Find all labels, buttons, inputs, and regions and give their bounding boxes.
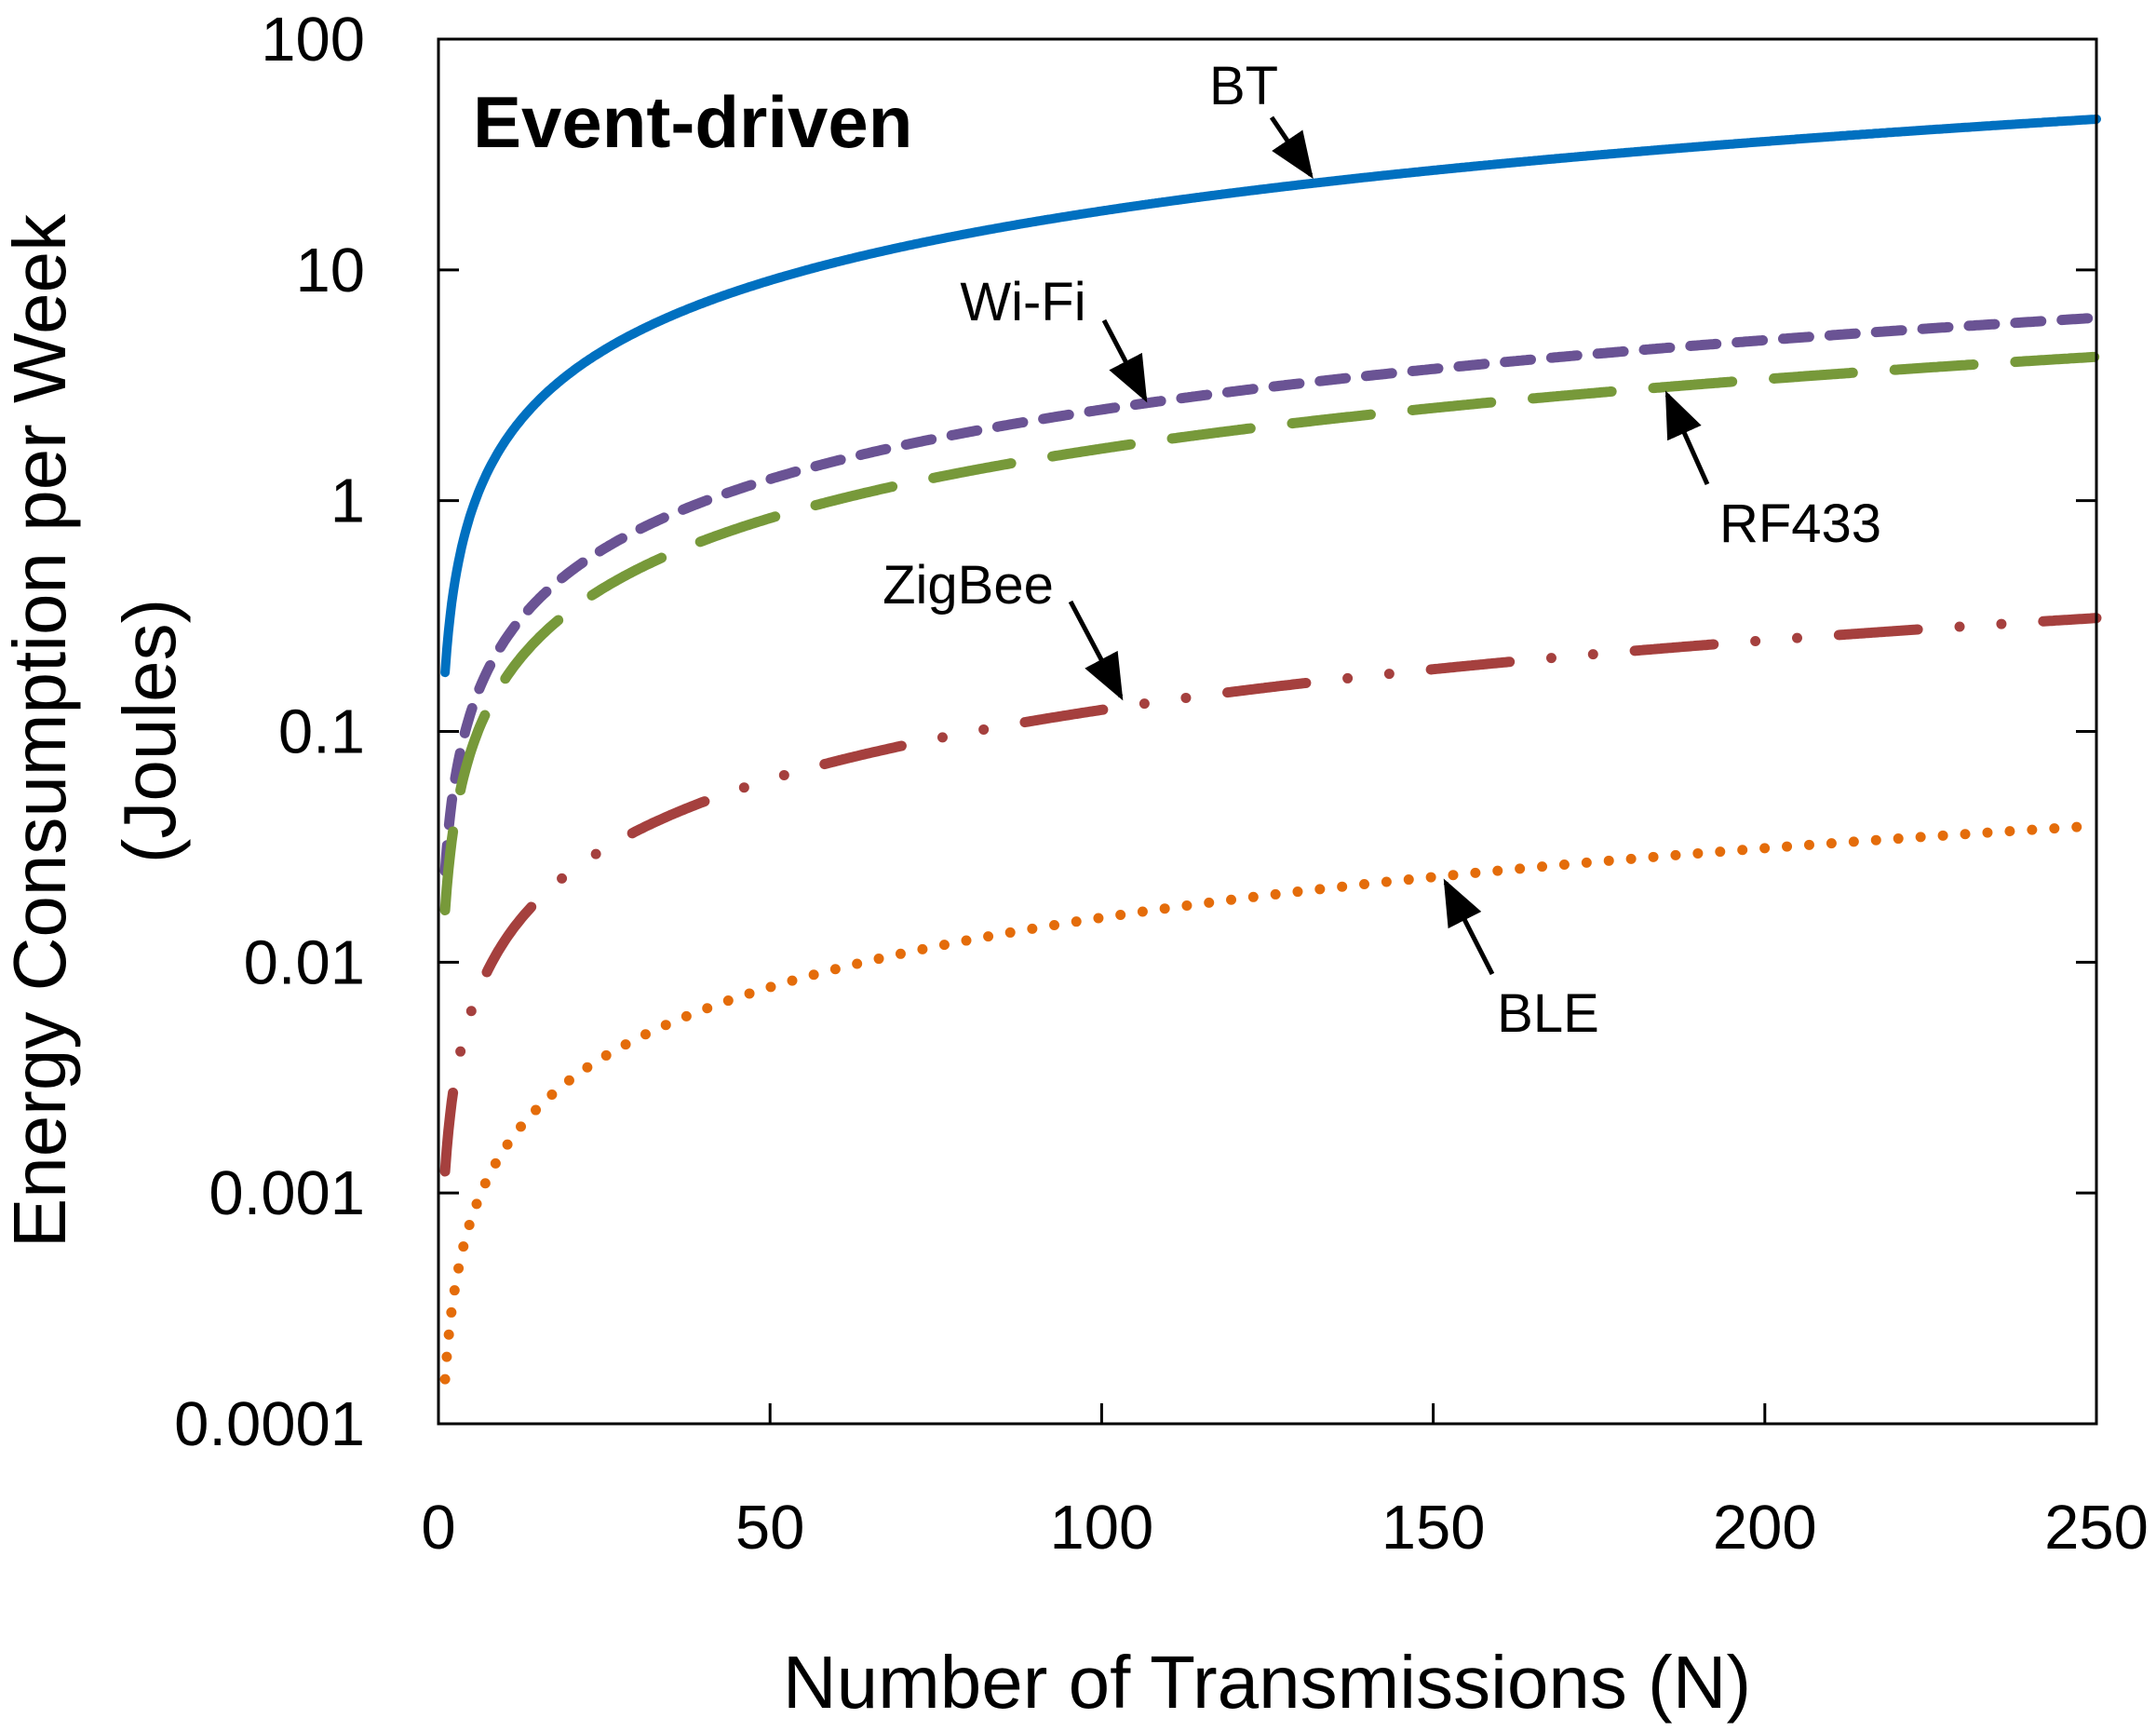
plot-frame [437, 37, 2098, 1426]
y-tick-label: 10 [295, 236, 365, 305]
series-rf433 [439, 351, 2102, 915]
y-tick-label: 0.0001 [174, 1389, 365, 1459]
arrow-rf433 [1664, 390, 1710, 486]
x-tick-label: 200 [1713, 1493, 1817, 1563]
arrow-ble [1443, 878, 1495, 976]
y-tick-label: 0.001 [209, 1158, 365, 1228]
series-wifi [439, 312, 2102, 877]
y-axis-title-line2: (Joules) [108, 599, 191, 864]
series-layer [439, 114, 2102, 1385]
x-tick-label: 0 [421, 1493, 455, 1563]
arrow-bt [1269, 115, 1314, 180]
annotation-wifi: Wi-Fi [960, 272, 1085, 332]
x-tick-label: 250 [2044, 1493, 2149, 1563]
y-tick-label: 0.1 [278, 697, 365, 767]
ticks-layer: 0 50 100 150 200 250 0.0001 0.001 0.01 0.1 1 10 100 [174, 5, 2149, 1563]
y-tick-label: 100 [261, 5, 365, 74]
chart-title: Event-driven [473, 81, 912, 163]
y-tick-label: 0.01 [244, 927, 365, 997]
annotation-ble: BLE [1497, 983, 1599, 1044]
series-bt [440, 114, 2101, 678]
annotation-rf433: RF433 [1719, 494, 1881, 554]
y-tick-label: 1 [330, 467, 365, 536]
y-axis-title-line1: Energy Consumption per Week [0, 213, 81, 1248]
x-tick-label: 150 [1381, 1493, 1486, 1563]
x-axis-title: Number of Transmissions (N) [783, 1641, 1751, 1724]
series-ble [439, 820, 2102, 1385]
annotation-bt: BT [1209, 56, 1278, 116]
x-tick-label: 50 [735, 1493, 805, 1563]
arrow-zigbee [1068, 600, 1124, 701]
annotation-zigbee: ZigBee [883, 555, 1054, 616]
x-tick-label: 100 [1050, 1493, 1154, 1563]
series-zigbee [439, 613, 2102, 1177]
arrow-wifi [1101, 318, 1148, 403]
